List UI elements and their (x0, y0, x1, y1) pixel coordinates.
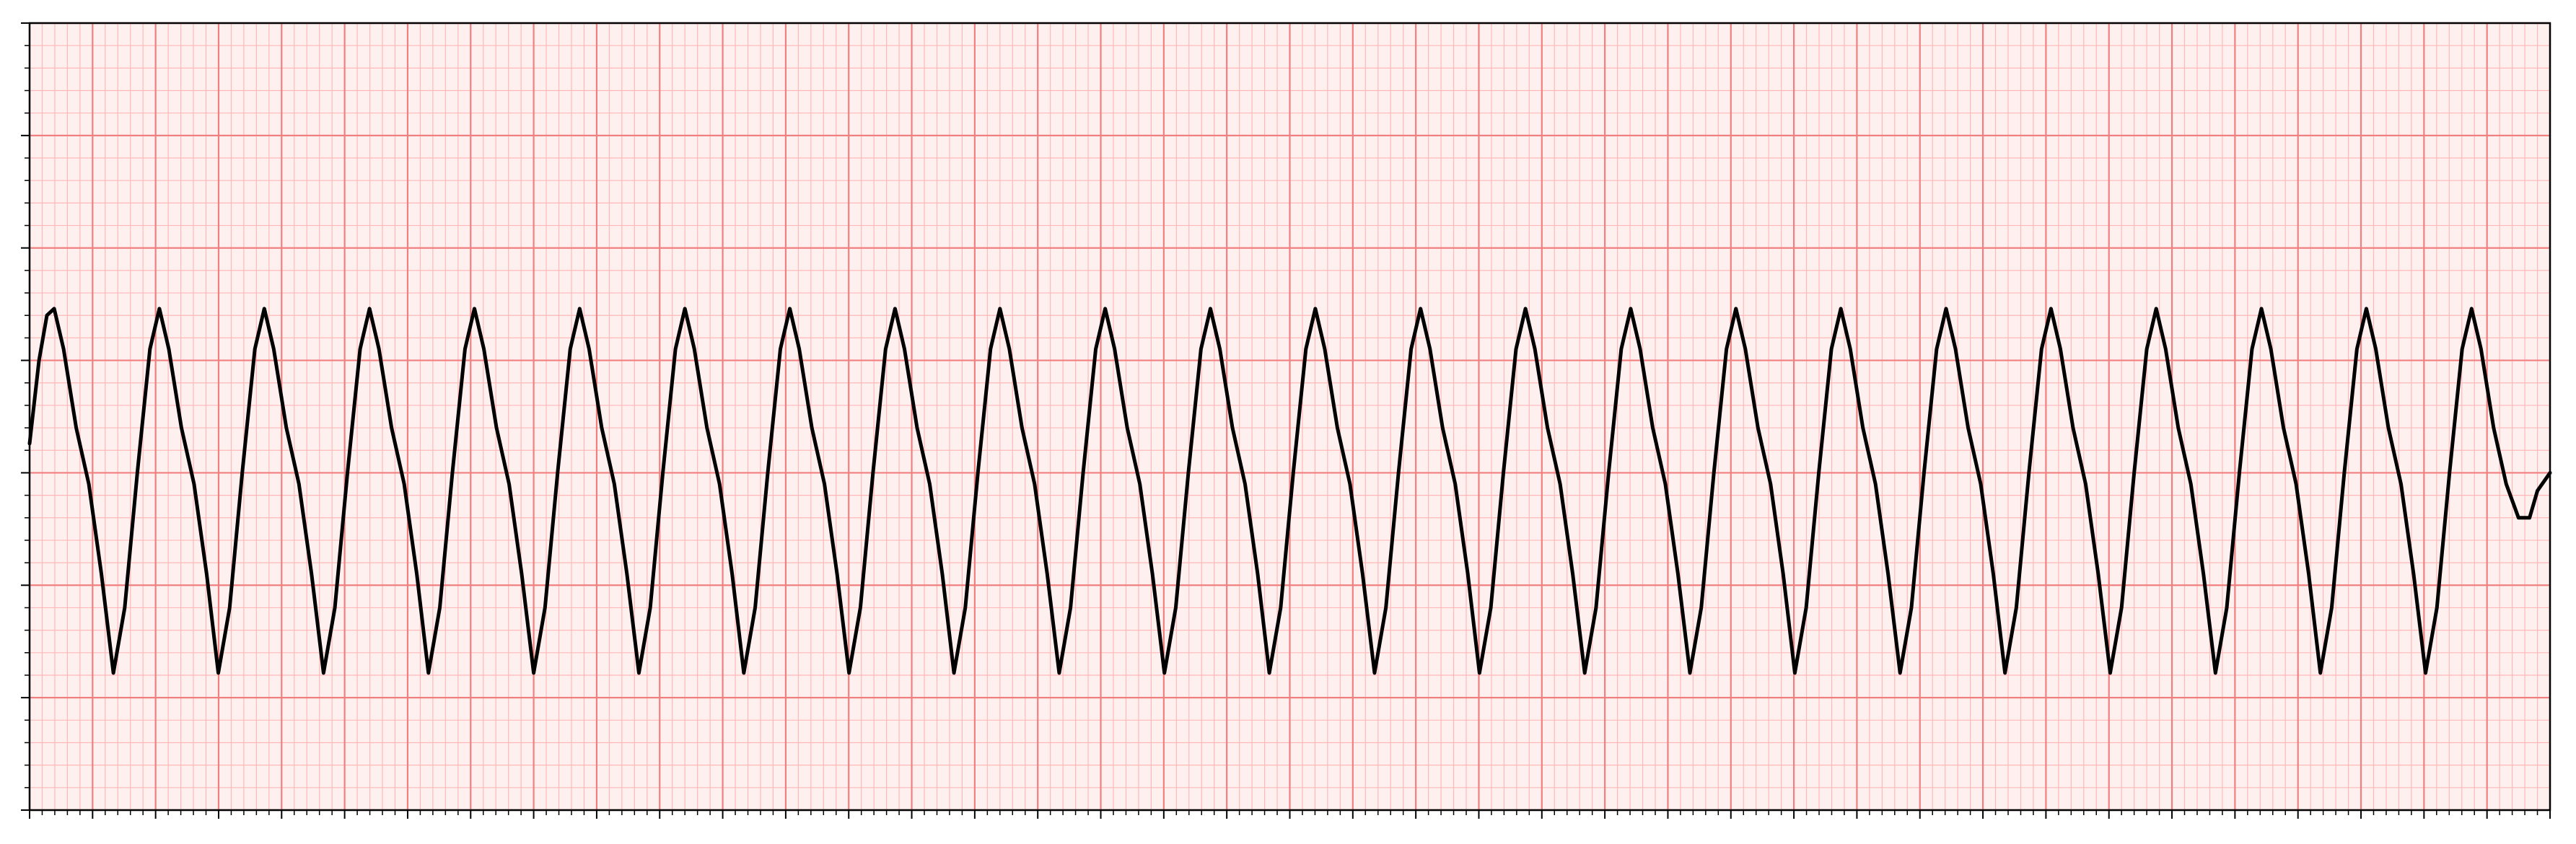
signal-line (27, 307, 2552, 675)
plot-frame (28, 22, 2551, 812)
